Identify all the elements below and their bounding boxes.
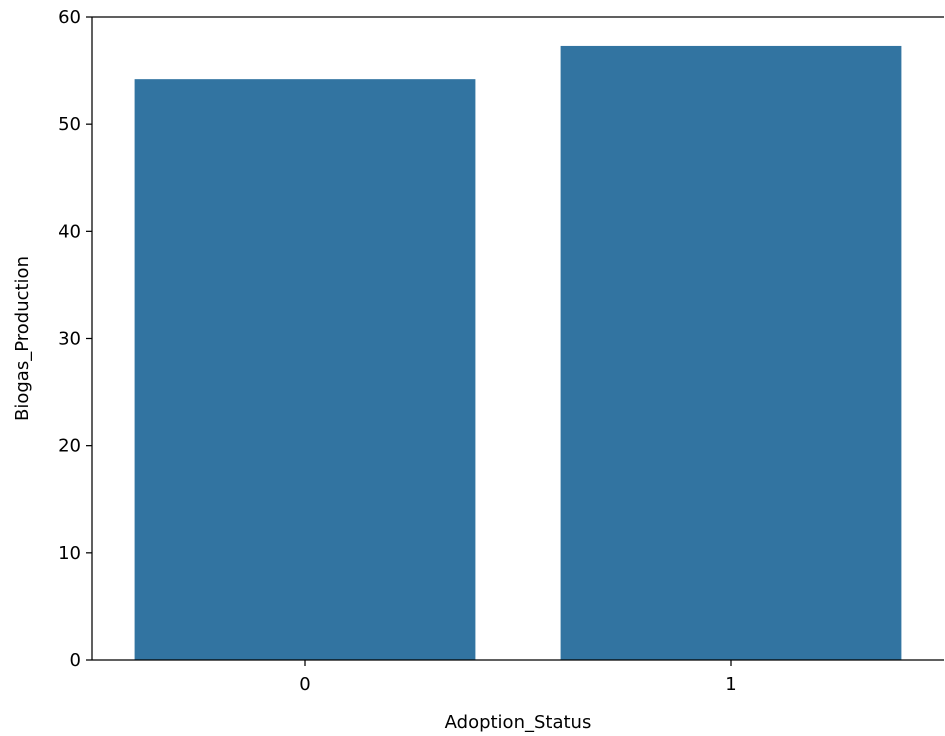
y-tick-label: 10: [58, 543, 81, 564]
y-tick-label: 30: [58, 329, 81, 350]
bar-1: [560, 45, 902, 660]
y-axis-label: Biogas_Production: [12, 256, 33, 421]
bars-layer: [134, 45, 902, 660]
y-ticks-layer: 0 10 20 30 40 50 60: [58, 7, 92, 671]
x-tick-label: 0: [299, 674, 310, 695]
y-tick-label: 60: [58, 7, 81, 28]
y-tick-label: 40: [58, 221, 81, 242]
y-tick-label: 0: [70, 650, 81, 671]
bar-0: [134, 79, 476, 660]
y-tick-label: 50: [58, 114, 81, 135]
x-tick-label: 1: [725, 674, 736, 695]
y-tick-label: 20: [58, 436, 81, 457]
x-axis-label: Adoption_Status: [445, 712, 592, 733]
